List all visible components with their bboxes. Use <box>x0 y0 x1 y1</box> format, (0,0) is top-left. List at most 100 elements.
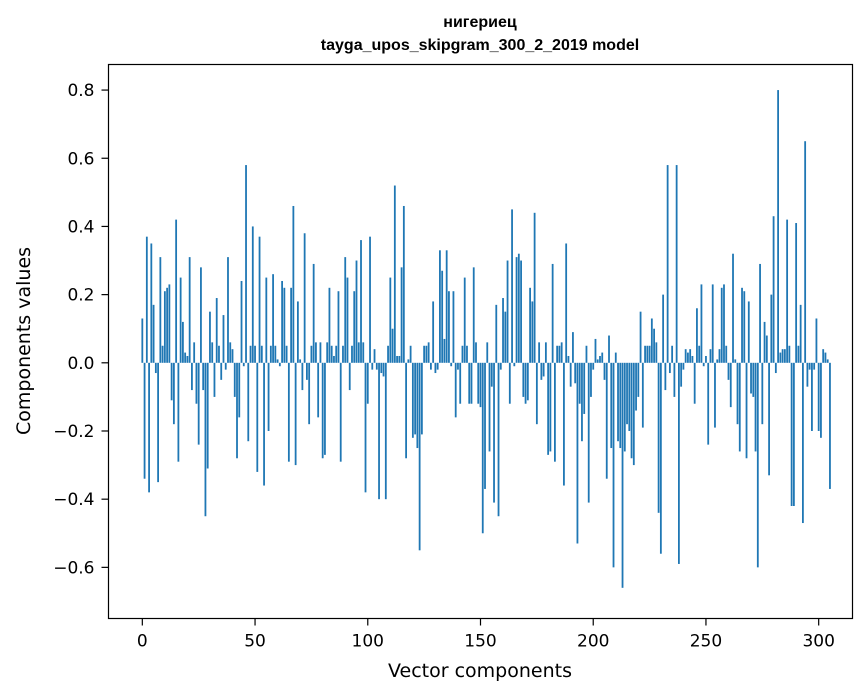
bar-211 <box>617 362 619 442</box>
bar-18 <box>182 321 184 363</box>
bar-35 <box>220 362 223 380</box>
bar-62 <box>281 280 283 363</box>
bar-3 <box>148 362 150 493</box>
bar-84 <box>330 345 333 363</box>
bar-80 <box>321 362 324 459</box>
bar-227 <box>653 328 655 363</box>
bar-300 <box>817 362 820 431</box>
bar-276 <box>763 321 766 363</box>
bar-189 <box>567 355 570 363</box>
bar-23 <box>193 342 196 363</box>
bar-290 <box>795 223 798 363</box>
x-axis: 0 50 100 150 200 250 300 <box>137 618 835 652</box>
bar-34 <box>218 345 220 363</box>
bar-271 <box>752 362 755 397</box>
bar-149 <box>477 362 480 404</box>
bar-8 <box>159 257 162 363</box>
bar-173 <box>531 301 534 363</box>
bar-55 <box>265 277 268 363</box>
bar-160 <box>502 298 504 363</box>
bar-31 <box>211 342 214 363</box>
bar-221 <box>639 311 642 363</box>
bar-101 <box>369 236 371 363</box>
bar-155 <box>490 362 493 387</box>
bar-110 <box>389 277 392 363</box>
bar-279 <box>770 294 773 363</box>
bars-group <box>141 90 831 588</box>
bar-298 <box>813 362 816 370</box>
bar-202 <box>596 359 599 363</box>
bar-1 <box>143 362 146 479</box>
bar-174 <box>533 212 536 363</box>
bar-116 <box>402 205 405 363</box>
bar-219 <box>635 362 637 411</box>
bar-303 <box>824 352 827 363</box>
bar-251 <box>707 362 710 445</box>
bar-201 <box>594 338 597 363</box>
bar-73 <box>306 362 308 380</box>
bar-52 <box>258 236 261 363</box>
bar-6 <box>154 362 157 374</box>
x-tick-label: 200 <box>577 632 609 652</box>
bar-7 <box>157 362 159 483</box>
bar-93 <box>351 345 353 363</box>
bar-175 <box>535 362 538 425</box>
bar-198 <box>587 362 590 503</box>
bar-270 <box>750 362 752 394</box>
bar-26 <box>200 267 202 363</box>
bar-19 <box>184 352 187 363</box>
bar-247 <box>698 345 701 363</box>
bar-241 <box>684 349 687 363</box>
bar-197 <box>585 345 588 363</box>
bar-239 <box>680 362 683 387</box>
bar-264 <box>736 362 739 425</box>
bar-2 <box>145 236 148 363</box>
bar-178 <box>542 362 545 377</box>
bar-58 <box>272 274 274 363</box>
y-tick-label: 0.8 <box>67 81 94 101</box>
bar-235 <box>671 345 674 363</box>
bar-223 <box>644 345 646 363</box>
bar-177 <box>540 362 543 380</box>
bar-17 <box>179 277 182 363</box>
bar-245 <box>693 362 696 404</box>
bar-186 <box>560 342 563 363</box>
bar-28 <box>204 362 207 517</box>
bar-120 <box>411 362 414 438</box>
bar-102 <box>371 362 374 370</box>
bar-295 <box>806 362 809 387</box>
bar-61 <box>278 362 281 367</box>
bar-285 <box>783 349 786 363</box>
bar-210 <box>614 352 617 363</box>
bar-255 <box>716 359 719 363</box>
bar-127 <box>427 342 430 363</box>
bar-129 <box>432 301 435 363</box>
bar-121 <box>414 362 417 435</box>
bar-216 <box>628 362 631 431</box>
x-tick-label: 150 <box>464 632 496 652</box>
bar-64 <box>285 345 288 363</box>
bar-275 <box>761 362 764 425</box>
bar-48 <box>249 345 252 363</box>
bar-256 <box>718 349 721 363</box>
bar-9 <box>161 345 164 363</box>
bar-284 <box>781 349 784 363</box>
bar-213 <box>621 362 624 588</box>
y-axis-label: Components values <box>13 247 35 435</box>
bar-222 <box>641 362 644 428</box>
bar-123 <box>418 362 421 551</box>
bar-153 <box>486 342 489 363</box>
bar-299 <box>815 318 818 363</box>
bar-150 <box>479 362 482 408</box>
bar-277 <box>765 335 768 363</box>
chart-title-line1: нигериец <box>443 14 517 31</box>
bar-130 <box>434 362 437 374</box>
bar-97 <box>360 240 362 363</box>
bar-232 <box>664 362 667 391</box>
bar-63 <box>283 287 286 363</box>
bar-156 <box>493 362 495 503</box>
bar-16 <box>177 362 180 462</box>
bar-217 <box>630 362 633 459</box>
